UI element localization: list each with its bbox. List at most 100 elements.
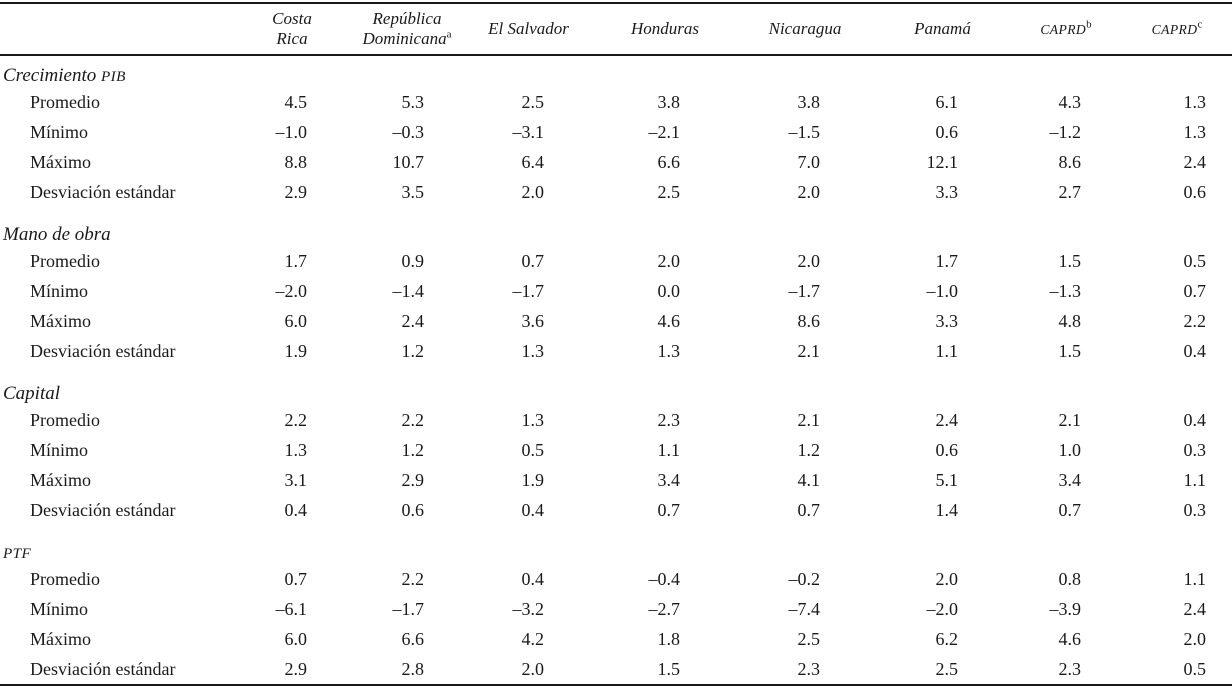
value-cell: –3.9: [1049, 598, 1082, 619]
value-cell: 12.1: [926, 151, 959, 172]
table-row: Desviación estándar 2.9 3.5 2.0 2.5 2.0 3.3 2.7…: [0, 177, 1232, 207]
column-header: República Dominicanaa: [352, 2, 462, 56]
row-label: Máximo: [30, 151, 91, 172]
column-footnote-marker: b: [1086, 18, 1092, 31]
value-cell: 0.4: [521, 568, 545, 589]
column-header-label: El Salvador: [488, 18, 569, 38]
value-cell: 4.8: [1058, 310, 1082, 331]
value-cell: –3.1: [512, 121, 545, 142]
value-cell: 0.9: [401, 250, 425, 271]
value-cell: 2.1: [1058, 409, 1082, 430]
value-cell: 5.3: [401, 91, 425, 112]
column-footnote-marker: c: [1197, 18, 1203, 31]
section-header-row: Crecimiento PIB: [0, 55, 1232, 87]
value-cell: 2.4: [401, 310, 425, 331]
row-label: Máximo: [30, 628, 91, 649]
value-cell: 1.1: [935, 340, 959, 361]
value-cell: 1.2: [797, 439, 821, 460]
value-cell: –3.2: [512, 598, 545, 619]
table-row: Desviación estándar 1.9 1.2 1.3 1.3 2.1 1.1 1.5…: [0, 336, 1232, 366]
value-cell: 1.0: [1058, 439, 1082, 460]
value-cell: 0.7: [1058, 499, 1082, 520]
column-header-label: Honduras: [630, 18, 699, 38]
value-cell: 2.0: [657, 250, 681, 271]
table-row: Desviación estándar 0.4 0.6 0.4 0.7 0.7 1.4 0.7…: [0, 495, 1232, 525]
column-header-label: Nicaragua: [768, 18, 842, 38]
value-cell: 1.2: [401, 439, 425, 460]
value-cell: 2.0: [797, 181, 821, 202]
value-cell: 2.0: [935, 568, 959, 589]
value-cell: 2.9: [284, 658, 308, 679]
value-cell: 0.5: [521, 439, 545, 460]
value-cell: 2.2: [284, 409, 308, 430]
table-row: Máximo 6.0 2.4 3.6 4.6 8.6 3.3 4.8 2.2: [0, 306, 1232, 336]
value-cell: 4.1: [797, 469, 821, 490]
column-header: CAPRDb: [1010, 2, 1122, 56]
column-header: CAPRDc: [1122, 2, 1232, 56]
column-header: El Salvador: [462, 2, 595, 56]
value-cell: –2.0: [275, 280, 308, 301]
value-cell: 2.5: [657, 181, 681, 202]
value-cell: 3.3: [935, 310, 959, 331]
value-cell: 0.4: [1183, 340, 1207, 361]
value-cell: –1.0: [926, 280, 959, 301]
row-label: Máximo: [30, 469, 91, 490]
value-cell: 4.3: [1058, 91, 1082, 112]
value-cell: 0.5: [1183, 250, 1207, 271]
value-cell: 0.0: [657, 280, 681, 301]
row-label: Mínimo: [30, 439, 89, 460]
value-cell: 0.6: [935, 439, 959, 460]
section-title: Mano de obra: [3, 223, 111, 245]
value-cell: 1.5: [657, 658, 681, 679]
value-cell: 0.4: [284, 499, 308, 520]
value-cell: 7.0: [797, 151, 821, 172]
value-cell: 2.2: [401, 409, 425, 430]
value-cell: –2.7: [648, 598, 681, 619]
row-label: Mínimo: [30, 598, 89, 619]
value-cell: 2.5: [935, 658, 959, 679]
value-cell: 0.6: [401, 499, 425, 520]
value-cell: –1.4: [392, 280, 425, 301]
value-cell: 10.7: [392, 151, 425, 172]
table-body: Crecimiento PIB Promedio 4.5 5.3 2.5 3.8 3.8 6.…: [0, 55, 1232, 685]
value-cell: 4.2: [521, 628, 545, 649]
value-cell: 6.0: [284, 628, 308, 649]
value-cell: 1.1: [1183, 469, 1207, 490]
column-header-label: CAPRD: [1040, 21, 1087, 37]
row-label: Desviación estándar: [30, 340, 176, 361]
value-cell: 2.5: [521, 91, 545, 112]
value-cell: 2.0: [797, 250, 821, 271]
row-label: Promedio: [30, 409, 100, 430]
table-row: Promedio 4.5 5.3 2.5 3.8 3.8 6.1 4.3 1.3: [0, 87, 1232, 117]
value-cell: 2.1: [797, 409, 821, 430]
value-cell: –1.2: [1049, 121, 1082, 142]
value-cell: 6.6: [401, 628, 425, 649]
value-cell: 2.9: [284, 181, 308, 202]
value-cell: 1.3: [657, 340, 681, 361]
value-cell: 2.3: [1058, 658, 1082, 679]
value-cell: 2.4: [1183, 151, 1207, 172]
value-cell: –6.1: [275, 598, 308, 619]
value-cell: 1.9: [284, 340, 308, 361]
value-cell: 0.6: [935, 121, 959, 142]
value-cell: 2.2: [401, 568, 425, 589]
table-row: Máximo 3.1 2.9 1.9 3.4 4.1 5.1 3.4 1.1: [0, 465, 1232, 495]
column-header: Costa Rica: [232, 2, 352, 56]
value-cell: 2.2: [1183, 310, 1207, 331]
value-cell: 0.7: [657, 499, 681, 520]
column-header-label: Costa Rica: [272, 8, 312, 48]
value-cell: 1.5: [1058, 340, 1082, 361]
row-label: Mínimo: [30, 280, 89, 301]
row-label: Promedio: [30, 568, 100, 589]
value-cell: 3.1: [284, 469, 308, 490]
value-cell: 1.5: [1058, 250, 1082, 271]
value-cell: 2.3: [797, 658, 821, 679]
value-cell: 2.0: [1183, 628, 1207, 649]
value-cell: –1.0: [275, 121, 308, 142]
column-header: Nicaragua: [735, 2, 875, 56]
row-label: Promedio: [30, 91, 100, 112]
value-cell: 2.4: [935, 409, 959, 430]
value-cell: 2.0: [521, 658, 545, 679]
value-cell: 0.3: [1183, 439, 1207, 460]
table-row: Mínimo –1.0 –0.3 –3.1 –2.1 –1.5 0.6 –1.2 1.3: [0, 117, 1232, 147]
